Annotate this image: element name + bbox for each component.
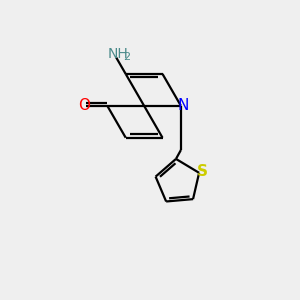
Text: N: N bbox=[177, 98, 189, 113]
Text: O: O bbox=[78, 98, 90, 113]
Text: S: S bbox=[197, 164, 208, 179]
Text: NH: NH bbox=[107, 47, 128, 61]
Text: 2: 2 bbox=[124, 52, 130, 62]
